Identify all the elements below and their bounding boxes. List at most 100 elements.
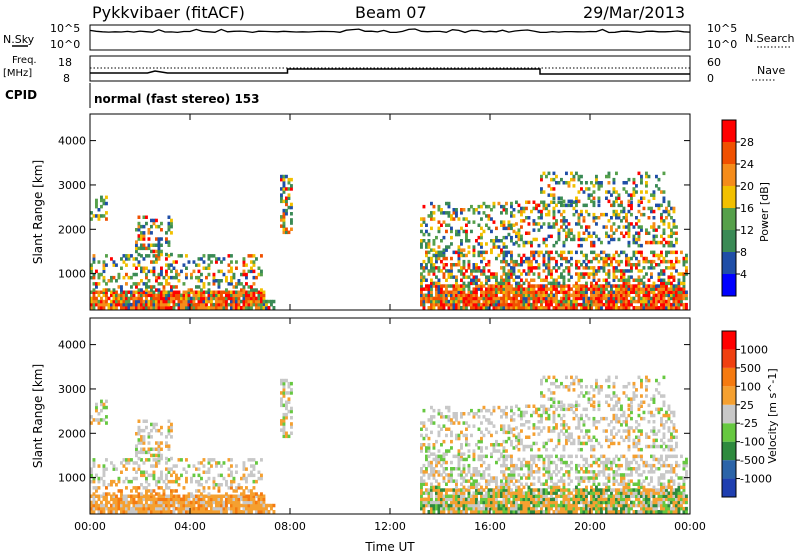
power-cell — [645, 256, 648, 261]
velocity-cell — [90, 467, 93, 471]
velocity-cell — [637, 473, 641, 477]
power-cell — [527, 302, 531, 307]
velocity-cell — [517, 503, 521, 508]
velocity-cell — [167, 419, 171, 423]
power-cell — [152, 221, 156, 226]
velocity-cell — [507, 482, 511, 486]
power-cell — [647, 296, 651, 301]
velocity-cell — [452, 494, 456, 498]
power-cell — [115, 306, 118, 310]
velocity-cell — [525, 491, 528, 495]
velocity-cell — [600, 470, 603, 474]
power-cell — [520, 256, 523, 261]
velocity-cell — [662, 460, 666, 465]
velocity-cell — [177, 483, 181, 487]
power-cell — [557, 284, 561, 288]
power-cell — [170, 218, 173, 223]
power-cell — [515, 287, 518, 291]
power-cell — [550, 250, 553, 255]
power-cell — [657, 187, 661, 191]
power-cell — [420, 275, 423, 279]
velocity-cell — [527, 494, 531, 498]
velocity-cell — [530, 510, 533, 514]
velocity-cell — [652, 491, 656, 495]
velocity-cell — [527, 497, 531, 502]
power-cell — [470, 290, 473, 294]
velocity-cell — [165, 483, 168, 487]
velocity-cell — [170, 489, 173, 493]
velocity-cell — [207, 470, 211, 474]
power-cell — [570, 302, 573, 307]
velocity-cell — [490, 479, 493, 483]
power-cell — [682, 256, 686, 261]
velocity-cell — [540, 510, 543, 514]
velocity-cell — [602, 500, 606, 505]
velocity-cell — [570, 491, 573, 495]
velocity-cell — [570, 479, 573, 483]
power-cell — [650, 284, 653, 288]
power-cell — [622, 302, 626, 307]
power-cell — [202, 260, 206, 264]
power-cell — [455, 281, 458, 286]
velocity-cell — [510, 510, 513, 514]
power-cell — [92, 293, 96, 298]
power-cell — [137, 302, 141, 307]
power-cell — [487, 263, 491, 267]
power-cell — [260, 272, 263, 277]
velocity-cell — [535, 500, 538, 505]
power-cell — [440, 211, 443, 215]
velocity-cell — [505, 463, 508, 468]
power-cell — [100, 290, 103, 294]
velocity-cell — [150, 492, 153, 496]
velocity-cell — [202, 510, 206, 514]
power-cell — [495, 239, 498, 243]
velocity-cell — [120, 489, 123, 493]
velocity-cell — [500, 485, 503, 490]
power-cell — [102, 269, 106, 274]
power-cell — [640, 243, 643, 248]
power-cell — [510, 256, 513, 261]
velocity-cell — [612, 503, 616, 508]
power-cell — [527, 263, 531, 267]
power-cell — [97, 272, 101, 277]
velocity-cell — [132, 476, 136, 481]
velocity-cell — [230, 510, 233, 514]
power-cell — [230, 260, 233, 264]
velocity-cell — [512, 503, 516, 508]
power-cell — [625, 212, 628, 217]
power-cell — [562, 228, 566, 232]
power-cell — [452, 302, 456, 307]
velocity-cell — [195, 497, 198, 502]
power-cell — [620, 290, 623, 294]
nsky-label: N.Sky — [3, 33, 35, 46]
velocity-cell — [425, 470, 428, 474]
power-cell — [562, 181, 566, 185]
power-cell — [640, 278, 643, 282]
velocity-cell — [655, 510, 658, 514]
power-cell — [247, 285, 251, 289]
power-cell — [575, 299, 578, 304]
nsearch-label: N.Search — [745, 32, 795, 45]
velocity-cell — [657, 510, 661, 514]
velocity-cell — [105, 494, 108, 498]
power-cell — [487, 302, 491, 307]
velocity-cell — [520, 467, 523, 471]
velocity-cell — [105, 500, 108, 505]
power-cell — [567, 299, 571, 304]
power-cell — [502, 250, 506, 255]
velocity-cell — [257, 494, 261, 498]
velocity-cell — [655, 467, 658, 471]
velocity-cell — [117, 479, 121, 484]
velocity-cell — [157, 456, 161, 461]
power-cell — [125, 254, 128, 258]
velocity-cell — [537, 457, 541, 462]
power-cell — [450, 293, 453, 298]
power-cell — [615, 259, 618, 264]
velocity-cell — [660, 482, 663, 486]
velocity-cell — [580, 454, 583, 459]
power-cell — [555, 263, 558, 267]
power-cell — [555, 281, 558, 286]
velocity-cell — [657, 467, 661, 471]
power-cell — [660, 296, 663, 301]
velocity-cell — [125, 510, 128, 514]
